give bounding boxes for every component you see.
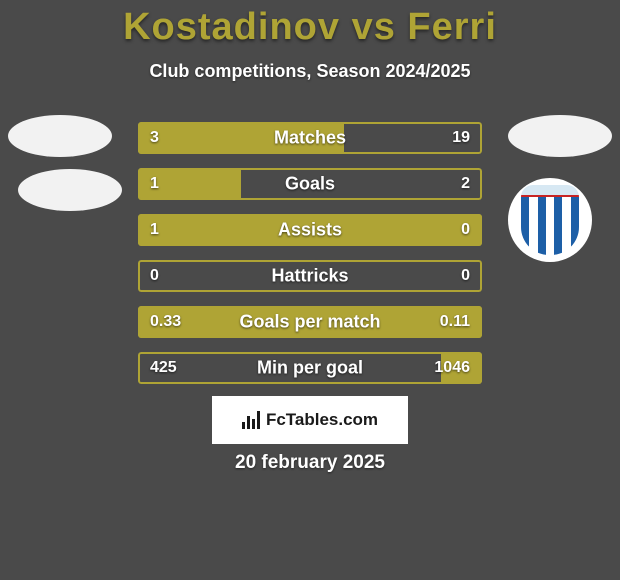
player1-club-avatar bbox=[18, 169, 122, 211]
stat-label: Matches bbox=[138, 128, 482, 149]
chart-icon bbox=[242, 411, 262, 429]
stat-value-right: 0 bbox=[461, 267, 470, 285]
stat-value-right: 0 bbox=[461, 221, 470, 239]
stat-row: 0.33Goals per match0.11 bbox=[138, 306, 482, 338]
stat-row: 3Matches19 bbox=[138, 122, 482, 154]
player2-avatar bbox=[508, 115, 612, 157]
stat-label: Hattricks bbox=[138, 266, 482, 287]
club-logo-top bbox=[521, 185, 579, 197]
stat-label: Min per goal bbox=[138, 358, 482, 379]
stats-bars: 3Matches191Goals21Assists00Hattricks00.3… bbox=[138, 122, 482, 398]
player1-avatar bbox=[8, 115, 112, 157]
infographic-container: Kostadinov vs Ferri Club competitions, S… bbox=[0, 0, 620, 580]
stat-value-right: 0.11 bbox=[440, 313, 470, 331]
stat-row: 1Assists0 bbox=[138, 214, 482, 246]
player2-club-logo bbox=[508, 178, 592, 262]
stat-row: 0Hattricks0 bbox=[138, 260, 482, 292]
stat-label: Goals bbox=[138, 174, 482, 195]
stat-row: 1Goals2 bbox=[138, 168, 482, 200]
page-title: Kostadinov vs Ferri bbox=[0, 0, 620, 49]
stat-value-right: 1046 bbox=[434, 359, 470, 377]
date: 20 february 2025 bbox=[0, 452, 620, 474]
stat-row: 425Min per goal1046 bbox=[138, 352, 482, 384]
stat-value-right: 2 bbox=[461, 175, 470, 193]
stat-value-right: 19 bbox=[452, 129, 470, 147]
stat-label: Goals per match bbox=[138, 312, 482, 333]
stat-label: Assists bbox=[138, 220, 482, 241]
club-logo-stripes bbox=[521, 197, 579, 255]
subtitle: Club competitions, Season 2024/2025 bbox=[0, 61, 620, 82]
site-badge: FcTables.com bbox=[212, 396, 408, 444]
site-name: FcTables.com bbox=[266, 410, 378, 430]
